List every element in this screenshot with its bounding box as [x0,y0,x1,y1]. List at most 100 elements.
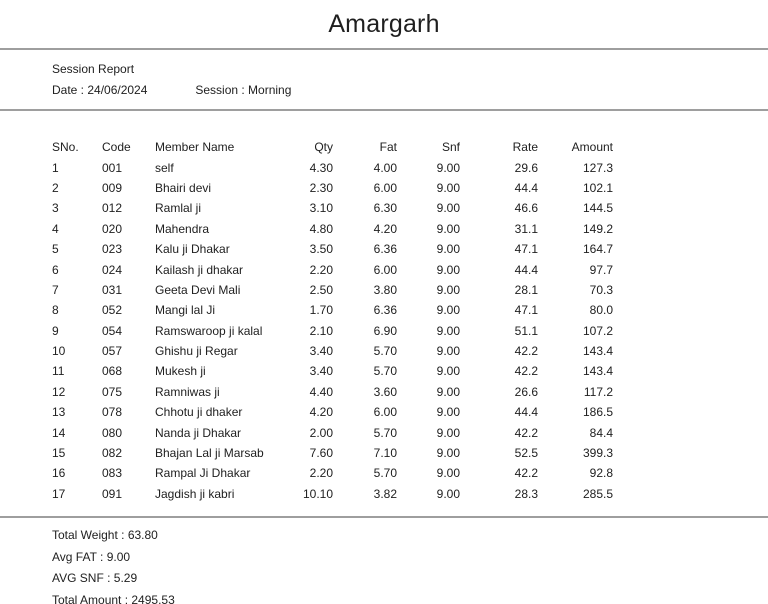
table-cell: 083 [102,466,123,481]
table-cell: 26.6 [514,384,538,399]
table-cell: Ramniwas ji [155,384,220,399]
table-cell: 5 [52,242,59,257]
table-cell: 5.70 [373,364,397,379]
table-cell: 117.2 [583,384,613,399]
table-cell: 5.70 [373,466,397,481]
table-cell: 15 [52,446,66,461]
table-cell: 020 [102,221,123,236]
table-row: 16 083 Rampal Ji Dhakar 2.20 5.70 9.00 42.2 92.… [52,463,613,483]
table-cell: Jagdish ji kabri [155,486,235,501]
table-cell: Mukesh ji [155,364,206,379]
table-row: 2 009 Bhairi devi 2.30 6.00 9.00 44.4 102.1 [52,178,613,198]
table-cell: Ramswaroop ji kalal [155,323,263,338]
table-bottom-divider [0,516,768,519]
table-row: 15 082 Bhajan Lal ji Marsab 7.60 7.10 9.00 52.… [52,443,613,463]
table-cell: 4.30 [309,160,333,175]
table-cell: 17 [52,486,66,501]
table-cell: 023 [102,242,123,257]
table-cell: 9 [52,323,59,338]
table-cell: 9.00 [436,242,460,257]
table-cell: 6.90 [373,323,397,338]
table-cell: 3.80 [373,282,397,297]
table-cell: 6.36 [373,303,397,318]
table-cell: Nanda ji Dhakar [155,425,242,440]
table-cell: 9.00 [436,344,460,359]
table-row: 3 012 Ramlal ji 3.10 6.30 9.00 46.6 144.5 [52,198,613,218]
table-cell: 9.00 [436,201,460,216]
table-row: 9 054 Ramswaroop ji kalal 2.10 6.90 9.00 51.1 1… [52,321,613,341]
table-cell: 143.4 [582,344,613,359]
table-cell: 2.00 [309,425,333,440]
table-cell: Mahendra [155,221,210,236]
table-cell: 97.7 [589,262,613,277]
table-cell: 7.60 [309,446,333,461]
table-cell: 052 [102,303,123,318]
table-cell: Ghishu ji Regar [155,344,238,359]
table-cell: 16 [52,466,66,481]
table-cell: 082 [102,446,123,461]
table-cell: 009 [102,180,123,195]
table-cell: 149.2 [582,221,613,236]
col-header-fat: Fat [379,140,397,155]
col-header-amount: Amount [571,140,613,155]
report-title-bar: Amargarh [0,0,768,50]
table-cell: 107.2 [582,323,613,338]
table-cell: 44.4 [514,180,538,195]
table-cell: 42.2 [514,466,538,481]
table-row: 17 091 Jagdish ji kabri 10.10 3.82 9.00 28.3 28… [52,484,613,504]
table-cell: 3.82 [373,486,397,501]
table-cell: self [155,160,174,175]
table-cell: 144.5 [582,201,613,216]
col-header-snf: Snf [441,140,460,155]
date-session-row: Date : 24/06/2024 Session : Morning [52,80,768,101]
table-cell: 28.3 [514,486,538,501]
table-cell: 186.5 [582,405,613,420]
table-row: 1 001 self 4.30 4.00 9.00 29.6 127.3 [52,157,613,177]
table-cell: 42.2 [514,364,538,379]
table-cell: 12 [52,384,66,399]
table-cell: Kailash ji dhakar [155,262,244,277]
table-cell: 10 [52,344,66,359]
table-cell: 44.4 [514,262,538,277]
table-cell: 13 [52,405,66,420]
table-row: 13 078 Chhotu ji dhaker 4.20 6.00 9.00 44.4 186… [52,402,613,422]
table-cell: 9.00 [436,221,460,236]
table-cell: 9.00 [436,446,460,461]
session-report-table: SNo. Code Member Name Qty Fat Snf Rate A… [52,137,613,504]
table-cell: 091 [102,486,123,501]
table-cell: 9.00 [436,405,460,420]
table-cell: 6.00 [373,262,397,277]
total-amount: Total Amount : 2495.53 [52,593,175,604]
table-cell: 84.4 [589,425,613,440]
table-cell: 057 [102,344,123,359]
avg-fat: Avg FAT : 9.00 [52,549,131,564]
totals-section: Total Weight : 63.80 Avg FAT : 9.00 AVG … [0,518,768,604]
table-cell: 164.7 [582,242,613,257]
table-row: 7 031 Geeta Devi Mali 2.50 3.80 9.00 28.1 70.3 [52,280,613,300]
table-cell: Kalu ji Dhakar [155,242,230,257]
table-row: 11 068 Mukesh ji 3.40 5.70 9.00 42.2 143.4 [52,361,613,381]
table-cell: 3 [52,201,59,216]
table-cell: 3.40 [309,344,333,359]
table-cell: 4.20 [373,221,397,236]
table-cell: 52.5 [514,446,538,461]
table-cell: 4 [52,221,59,236]
table-cell: 6.30 [373,201,397,216]
table-cell: 127.3 [582,160,613,175]
total-weight: Total Weight : 63.80 [52,528,158,543]
table-cell: 4.80 [309,221,333,236]
table-cell: 3.50 [309,242,333,257]
table-cell: 29.6 [514,160,538,175]
table-cell: 2 [52,180,59,195]
table-cell: 012 [102,201,123,216]
table-cell: 2.30 [309,180,333,195]
table-cell: Geeta Devi Mali [155,282,241,297]
table-cell: 47.1 [514,242,538,257]
col-header-sno: SNo. [52,140,79,155]
table-cell: 6.00 [373,405,397,420]
table-cell: 6 [52,262,59,277]
table-cell: 46.6 [514,201,538,216]
col-header-qty: Qty [314,140,333,155]
table-row: 14 080 Nanda ji Dhakar 2.00 5.70 9.00 42.2 84.4 [52,422,613,442]
